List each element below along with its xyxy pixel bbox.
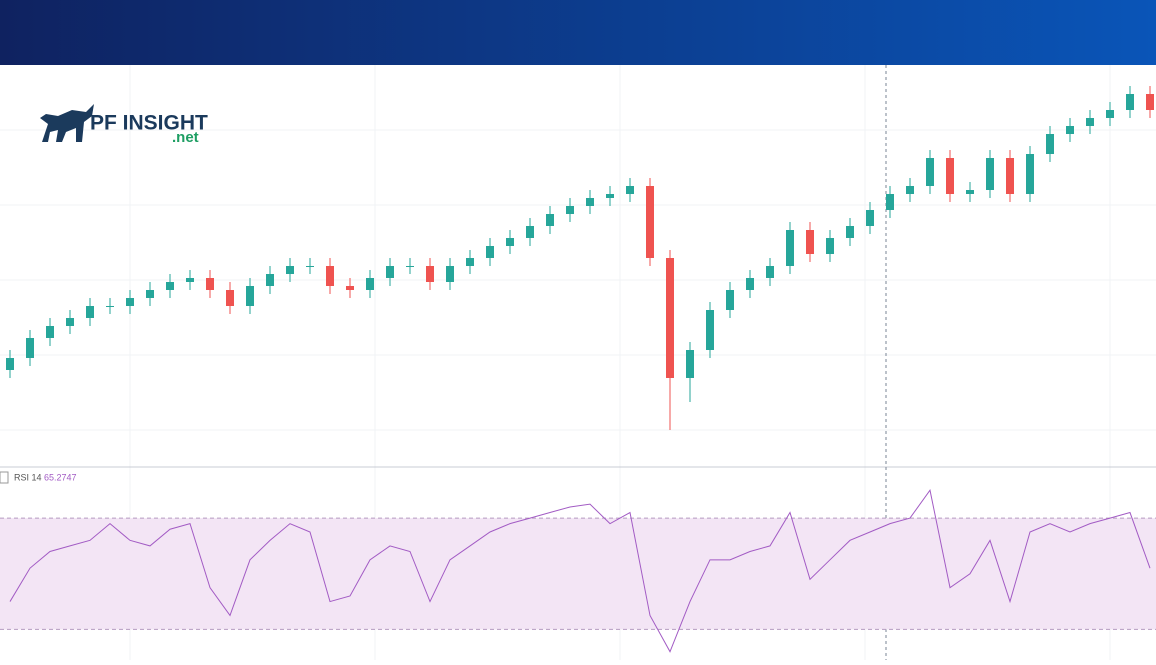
candle-body: [1026, 154, 1034, 194]
rsi-band: [0, 518, 1156, 630]
candle-body: [146, 290, 154, 298]
candle-body: [1066, 126, 1074, 134]
candle-body: [786, 230, 794, 266]
logo: PF INSIGHT .net: [40, 104, 208, 146]
candle-body: [766, 266, 774, 278]
candle-body: [746, 278, 754, 290]
candle-body: [926, 158, 934, 186]
candle-body: [826, 238, 834, 254]
candle-body: [266, 274, 274, 286]
logo-name: PF INSIGHT: [90, 112, 208, 135]
pane-toggle[interactable]: [0, 471, 9, 484]
candle-body: [26, 338, 34, 358]
candle-body: [686, 350, 694, 378]
candle-body: [1106, 110, 1114, 118]
logo-bull: [40, 104, 94, 142]
candle-body: [426, 266, 434, 282]
candle-body: [886, 194, 894, 210]
candle-body: [626, 186, 634, 194]
candle-body: [646, 186, 654, 258]
candle-body: [326, 266, 334, 286]
candle-body: [546, 214, 554, 226]
candle-body: [506, 238, 514, 246]
candle-body: [706, 310, 714, 350]
candle-body: [466, 258, 474, 266]
candle-body: [106, 306, 114, 307]
candle-body: [306, 266, 314, 267]
candle-body: [726, 290, 734, 310]
candle-body: [86, 306, 94, 318]
candle-body: [446, 266, 454, 282]
candle-body: [966, 190, 974, 194]
candle-body: [286, 266, 294, 274]
candle-body: [526, 226, 534, 238]
candle-body: [126, 298, 134, 306]
indicator-name: RSI 14: [14, 472, 42, 482]
candle-body: [906, 186, 914, 194]
candle-body: [1126, 94, 1134, 110]
candle-body: [206, 278, 214, 290]
candle-body: [946, 158, 954, 194]
candle-body: [486, 246, 494, 258]
candle-body: [386, 266, 394, 278]
candle-body: [1006, 158, 1014, 194]
candle-body: [866, 210, 874, 226]
candle-body: [66, 318, 74, 326]
candle-body: [246, 286, 254, 306]
candle-body: [1086, 118, 1094, 126]
candle-body: [606, 194, 614, 198]
candle-body: [666, 258, 674, 378]
rsi-line: [9, 489, 1151, 653]
candle-body: [346, 286, 354, 290]
candle-body: [6, 358, 14, 370]
logo-domain: .net: [172, 129, 199, 146]
candle-body: [986, 158, 994, 190]
candle-body: [846, 226, 854, 238]
candle-body: [806, 230, 814, 254]
candle-body: [226, 290, 234, 306]
candle-body: [46, 326, 54, 338]
candle-body: [566, 206, 574, 214]
candle-body: [166, 282, 174, 290]
candle-body: [186, 278, 194, 282]
candle-body: [586, 198, 594, 206]
candle-body: [406, 266, 414, 267]
indicator-value: 65.2747: [44, 472, 77, 482]
header-bar: [0, 0, 1156, 65]
candle-body: [366, 278, 374, 290]
candle-body: [1146, 94, 1154, 110]
candle-body: [1046, 134, 1054, 154]
